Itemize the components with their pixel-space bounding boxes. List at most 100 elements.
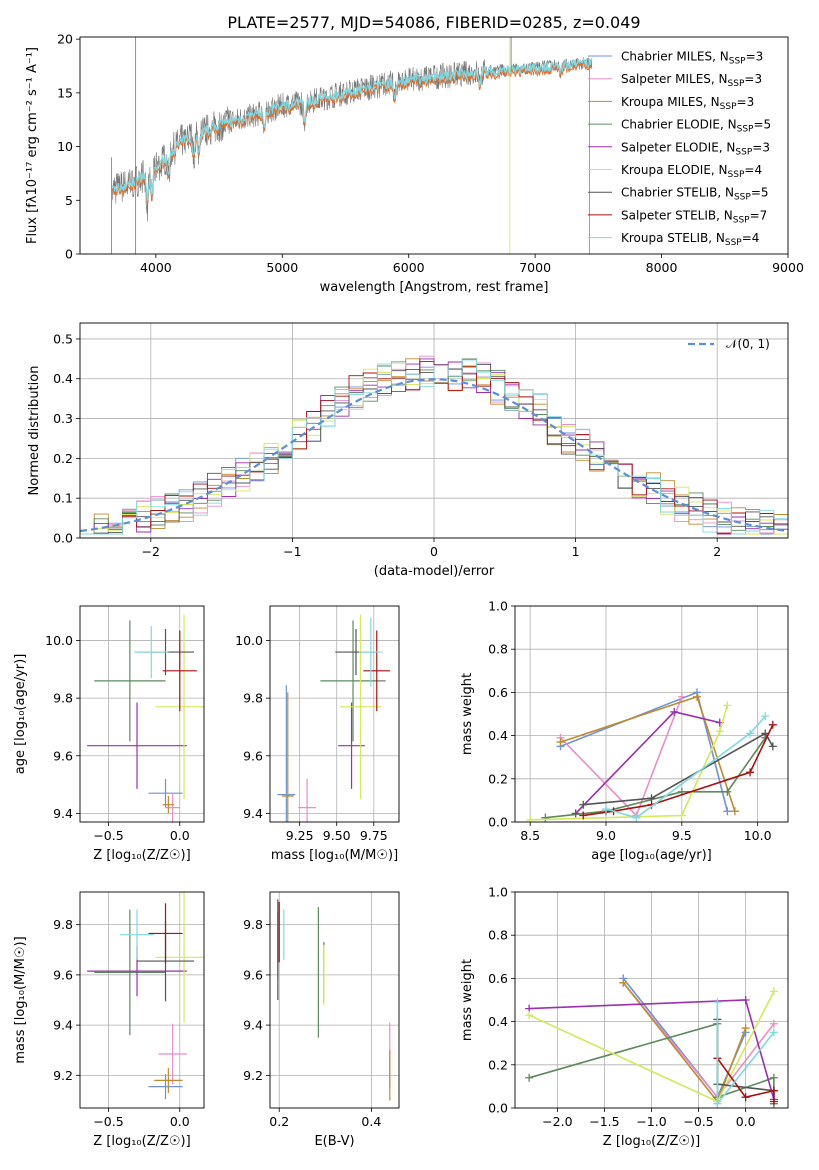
plot-area — [87, 614, 204, 822]
legend-entry: Chabrier MILES, NSSP=3 — [621, 50, 763, 67]
plot-area — [277, 614, 391, 822]
y-axis-label: mass weight — [460, 673, 475, 755]
x-tick-label: 1 — [572, 544, 580, 559]
figure-title: PLATE=2577, MJD=54086, FIBERID=0285, z=0… — [227, 13, 640, 32]
y-tick-label: 0.4 — [488, 728, 508, 743]
weight-marker — [723, 787, 732, 796]
weight-marker — [602, 805, 610, 814]
spectrum-model-line — [111, 57, 593, 201]
weight-marker — [632, 813, 641, 822]
legend-subscript: SSP — [728, 170, 745, 180]
y-axis-label: mass [log₁₀(M/M☉)] — [13, 936, 28, 1063]
gaussian-curve — [80, 378, 788, 533]
x-axis-label: wavelength [Angstrom, rest frame] — [320, 280, 549, 295]
panel-age_vs_Z: −0.5 0.0 9.4 9.6 9.8 10.0 Z [log₁₀(Z/Z☉)] age [… — [13, 605, 205, 863]
x-tick-label: 4000 — [140, 260, 172, 275]
legend-count: =4 — [744, 163, 762, 177]
x-tick-label: −1.0 — [636, 1114, 666, 1129]
x-tick-label: 9.5 — [672, 828, 692, 843]
x-tick-label: 8000 — [646, 260, 678, 275]
legend-label: Kroupa MILES, N — [621, 95, 720, 109]
axes-frame — [514, 605, 789, 823]
weight-marker — [571, 809, 580, 818]
y-tick-label: 0 — [65, 247, 73, 262]
legend-entry: Kroupa STELIB, NSSP=4 — [621, 231, 759, 248]
y-tick-label: 0.0 — [53, 531, 73, 546]
weight-marker — [730, 807, 739, 816]
y-tick-label: 0.6 — [488, 971, 508, 986]
y-tick-label: 15 — [57, 85, 73, 100]
legend-label: Chabrier STELIB, N — [621, 186, 734, 200]
axes-frame — [514, 891, 789, 1109]
plot-area — [87, 892, 204, 1100]
y-tick-label: 0.0 — [488, 1101, 508, 1116]
y-axis-label: Flux [fλ10⁻¹⁷ erg cm⁻² s⁻¹ A⁻¹] — [25, 47, 40, 244]
y-tick-label: 9.8 — [53, 691, 73, 706]
weight-marker — [556, 738, 565, 747]
weight-marker — [713, 998, 722, 1007]
weight-series-line — [622, 977, 747, 1099]
legend-count: =4 — [742, 231, 760, 245]
y-tick-label: 9.6 — [243, 967, 263, 982]
y-axis-label: mass weight — [460, 959, 475, 1041]
legend-label: Chabrier MILES, N — [621, 50, 729, 64]
legend-subscript: SSP — [729, 57, 746, 67]
y-tick-label: 0.4 — [53, 371, 73, 386]
y-tick-label: 10.0 — [235, 633, 263, 648]
y-tick-label: 20 — [57, 32, 73, 47]
weight-marker — [741, 1093, 750, 1102]
legend-subscript: SSP — [735, 147, 752, 157]
legend-count: =7 — [750, 208, 768, 222]
weight-marker — [579, 800, 588, 809]
y-tick-label: 0.1 — [53, 491, 73, 506]
y-axis-label: age [log₁₀(age/yr)] — [13, 654, 28, 775]
legend-count: =3 — [746, 50, 764, 64]
y-tick-label: 1.0 — [488, 599, 508, 614]
legend-label: Kroupa ELODIE, N — [621, 163, 728, 177]
plot-area — [80, 355, 788, 535]
legend-subscript: SSP — [737, 125, 754, 135]
y-tick-label: 9.6 — [53, 748, 73, 763]
weight-marker — [768, 742, 777, 751]
legend-entry: Kroupa ELODIE, NSSP=4 — [621, 163, 762, 180]
weight-marker — [741, 996, 750, 1004]
plot-area — [525, 974, 778, 1108]
legend-count: =3 — [752, 140, 770, 154]
x-axis-label: (data-model)/error — [374, 564, 495, 579]
weight-marker — [761, 712, 770, 721]
y-tick-label: 0.2 — [488, 771, 508, 786]
legend-subscript: SSP — [734, 193, 751, 203]
legend-entry: Salpeter ELODIE, NSSP=3 — [621, 140, 770, 157]
y-tick-label: 9.4 — [53, 1018, 73, 1033]
weight-marker — [746, 768, 755, 777]
y-tick-label: 9.4 — [243, 806, 263, 821]
legend-subscript: SSP — [728, 79, 745, 89]
x-tick-label: 0 — [430, 544, 438, 559]
x-tick-label: −2.0 — [542, 1114, 572, 1129]
y-tick-label: 1.0 — [488, 885, 508, 900]
x-tick-label: 9.50 — [323, 828, 351, 843]
x-tick-label: 9.75 — [360, 828, 388, 843]
x-tick-label: 0.2 — [269, 1114, 289, 1129]
y-tick-label: 0.0 — [488, 815, 508, 830]
weight-series-line — [530, 705, 729, 821]
y-tick-label: 0.8 — [488, 928, 508, 943]
weight-marker — [677, 692, 686, 701]
y-tick-label: 0.2 — [488, 1057, 508, 1072]
axes-frame — [79, 891, 205, 1109]
weight-marker — [741, 1024, 750, 1033]
x-axis-label: age [log₁₀(age/yr)] — [591, 848, 712, 863]
weight-marker — [541, 813, 550, 822]
x-axis-label: Z [log₁₀(Z/Z☉)] — [93, 1134, 190, 1149]
y-tick-label: 0.3 — [53, 411, 73, 426]
x-tick-label: −0.5 — [93, 1114, 123, 1129]
x-tick-label: 9000 — [772, 260, 804, 275]
legend-label: Salpeter ELODIE, N — [621, 140, 735, 154]
x-axis-label: mass [log₁₀(M/M☉)] — [271, 848, 398, 863]
legend-count: =3 — [737, 95, 755, 109]
y-axis-label: Normed distribution — [27, 366, 42, 496]
y-tick-label: 9.2 — [243, 1068, 263, 1083]
weight-marker — [715, 727, 724, 736]
